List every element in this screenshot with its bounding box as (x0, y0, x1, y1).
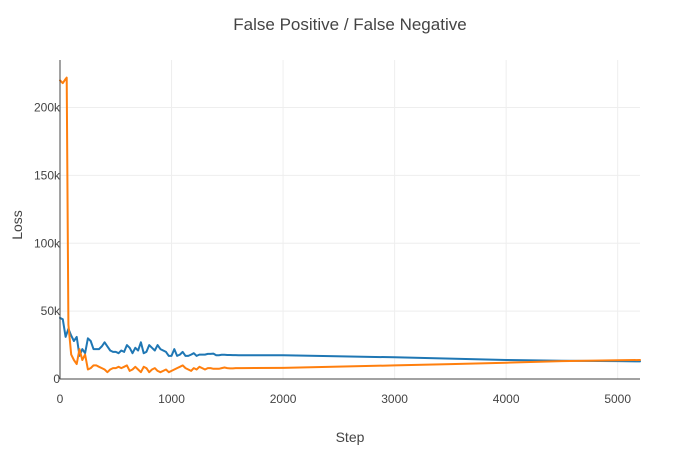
series-group (59, 76, 641, 374)
chart-title: False Positive / False Negative (233, 15, 466, 34)
y-tick-labels: 0 50k 100k 150k 200k (34, 101, 61, 386)
series-line-2 (59, 76, 641, 374)
x-tick-label: 5000 (604, 392, 631, 406)
y-tick-label: 150k (34, 168, 61, 182)
x-axis-title: Step (336, 429, 365, 445)
y-axis-title: Loss (9, 210, 25, 240)
x-tick-label: 4000 (493, 392, 520, 406)
x-tick-label: 1000 (158, 392, 185, 406)
grid (60, 60, 640, 379)
y-tick-label: 50k (41, 304, 61, 318)
x-tick-label: 2000 (270, 392, 297, 406)
x-tick-labels: 0 1000 2000 3000 4000 5000 (57, 392, 632, 406)
y-tick-label: 0 (53, 372, 60, 386)
axes (59, 60, 640, 380)
y-tick-label: 100k (34, 236, 61, 250)
y-tick-label: 200k (34, 101, 61, 115)
x-tick-label: 3000 (381, 392, 408, 406)
series-line-1 (59, 316, 641, 363)
x-tick-label: 0 (57, 392, 64, 406)
